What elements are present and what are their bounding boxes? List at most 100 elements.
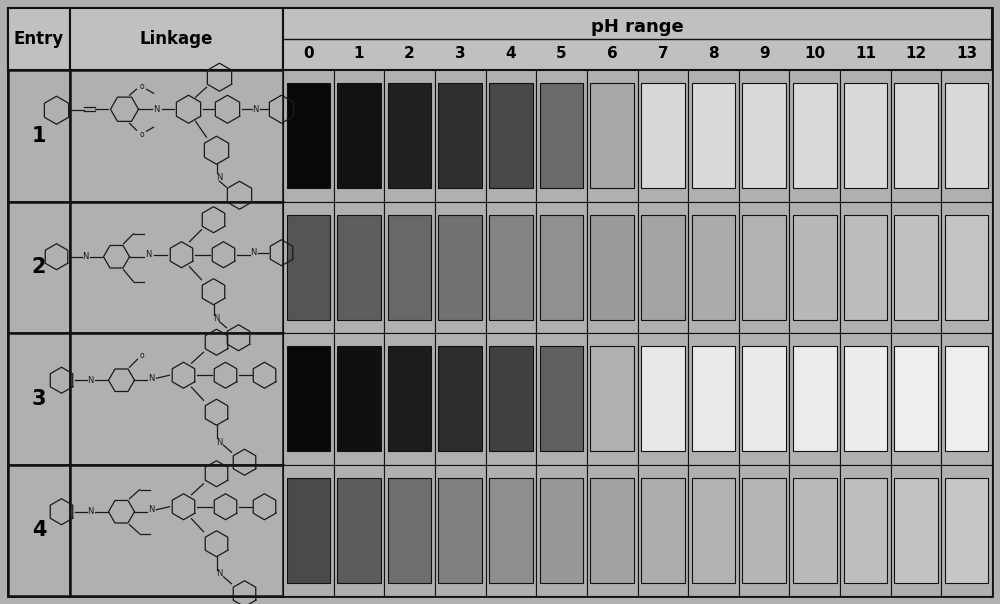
Text: 7: 7 — [658, 46, 668, 61]
Bar — [641, 83, 685, 188]
Bar — [384, 333, 435, 464]
Text: 4: 4 — [506, 46, 516, 61]
Text: o: o — [139, 130, 144, 139]
Bar — [891, 333, 941, 464]
Bar — [793, 214, 837, 320]
Bar — [337, 83, 381, 188]
Bar — [587, 333, 638, 464]
Text: 5: 5 — [556, 46, 567, 61]
Text: N: N — [148, 374, 155, 383]
Bar — [638, 202, 688, 333]
Bar — [894, 478, 938, 583]
Bar — [435, 202, 486, 333]
Text: N: N — [87, 507, 94, 516]
Bar — [742, 83, 786, 188]
Text: 4: 4 — [32, 520, 46, 540]
Text: N: N — [145, 250, 152, 259]
Text: N: N — [252, 104, 259, 114]
Text: 8: 8 — [708, 46, 719, 61]
Bar — [435, 333, 486, 464]
Bar — [283, 202, 334, 333]
Bar — [283, 333, 334, 464]
Text: pH range: pH range — [591, 18, 684, 36]
Bar — [384, 70, 435, 202]
Bar — [789, 333, 840, 464]
Bar — [891, 70, 941, 202]
Bar — [8, 464, 70, 596]
Bar — [840, 464, 891, 596]
Bar — [536, 333, 587, 464]
Bar — [789, 70, 840, 202]
Bar — [287, 83, 330, 188]
Bar — [638, 70, 688, 202]
Bar — [388, 478, 431, 583]
Text: N: N — [250, 248, 257, 257]
Bar — [587, 202, 638, 333]
Text: 9: 9 — [759, 46, 769, 61]
Text: 13: 13 — [956, 46, 977, 61]
Bar — [8, 70, 70, 202]
Bar — [337, 478, 381, 583]
Text: o: o — [139, 82, 144, 91]
Bar — [489, 346, 533, 451]
Bar — [337, 214, 381, 320]
Bar — [739, 202, 789, 333]
Bar — [638, 333, 688, 464]
Bar — [692, 478, 735, 583]
Bar — [540, 83, 583, 188]
Bar — [891, 202, 941, 333]
Bar — [739, 70, 789, 202]
Text: N: N — [216, 438, 223, 447]
Text: o: o — [139, 351, 144, 360]
Bar — [742, 346, 786, 451]
Bar — [283, 8, 992, 70]
Bar — [941, 333, 992, 464]
Bar — [742, 214, 786, 320]
Bar — [438, 83, 482, 188]
Bar — [70, 464, 283, 596]
Bar — [840, 70, 891, 202]
Bar — [70, 8, 283, 70]
Bar — [536, 202, 587, 333]
Bar — [844, 346, 887, 451]
Bar — [945, 346, 988, 451]
Text: 2: 2 — [404, 46, 415, 61]
Bar — [692, 214, 735, 320]
Bar — [334, 464, 384, 596]
Bar — [70, 70, 283, 202]
Bar — [891, 464, 941, 596]
Bar — [435, 464, 486, 596]
Bar — [540, 478, 583, 583]
Text: N: N — [87, 376, 94, 385]
Bar — [334, 202, 384, 333]
Bar — [287, 346, 330, 451]
Bar — [641, 214, 685, 320]
Bar — [692, 346, 735, 451]
Bar — [941, 70, 992, 202]
Bar — [587, 70, 638, 202]
Bar — [941, 202, 992, 333]
Bar — [70, 333, 283, 464]
Bar — [388, 346, 431, 451]
Bar — [688, 333, 739, 464]
Bar — [638, 464, 688, 596]
Bar — [438, 214, 482, 320]
Bar — [8, 202, 70, 333]
Bar — [486, 202, 536, 333]
Bar — [739, 333, 789, 464]
Bar — [489, 478, 533, 583]
Bar — [945, 478, 988, 583]
Bar — [793, 478, 837, 583]
Bar — [840, 333, 891, 464]
Text: 1: 1 — [354, 46, 364, 61]
Text: 2: 2 — [32, 257, 46, 277]
Bar — [334, 333, 384, 464]
Bar — [8, 333, 70, 464]
Bar — [438, 478, 482, 583]
Bar — [844, 214, 887, 320]
Bar — [287, 478, 330, 583]
Bar — [844, 478, 887, 583]
Bar — [438, 346, 482, 451]
Bar — [486, 70, 536, 202]
Bar — [8, 8, 70, 70]
